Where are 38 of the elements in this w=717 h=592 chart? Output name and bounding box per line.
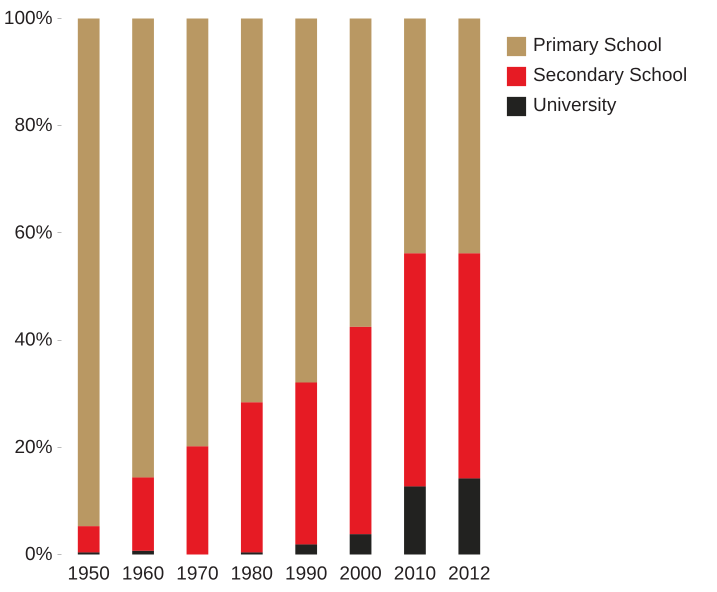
y-tick-label: 80% <box>14 115 53 136</box>
bar <box>132 477 154 551</box>
bar <box>458 253 480 478</box>
legend-label: Secondary School <box>533 65 688 87</box>
x-tick-label: 2012 <box>448 564 490 584</box>
bar <box>350 534 372 554</box>
bar <box>295 544 318 554</box>
bar <box>404 486 426 554</box>
bar <box>132 18 154 478</box>
y-tick-label: 40% <box>14 330 53 351</box>
bar <box>295 382 318 544</box>
bar <box>240 18 263 402</box>
legend-label: Primary School <box>533 35 662 57</box>
y-tick-label: 20% <box>14 436 53 458</box>
bar <box>132 550 154 554</box>
bar <box>186 446 208 554</box>
bar <box>350 326 372 534</box>
x-tick-label: 1970 <box>176 564 219 584</box>
bar <box>295 18 318 382</box>
x-tick-label: 1990 <box>285 564 328 584</box>
bar <box>350 18 372 327</box>
x-tick-label: 1960 <box>122 564 164 584</box>
bar <box>458 478 480 554</box>
legend-label: University <box>533 95 616 117</box>
x-tick-label: 2000 <box>339 564 382 584</box>
x-tick-label: 2010 <box>394 564 436 584</box>
bar <box>186 18 208 446</box>
bar <box>240 402 263 552</box>
y-tick-label: 100% <box>4 8 53 29</box>
bar <box>78 526 100 552</box>
bar <box>78 18 100 526</box>
x-tick-label: 1950 <box>68 564 110 584</box>
bar <box>458 18 480 254</box>
y-tick-label: 0% <box>25 544 53 565</box>
y-tick-label: 60% <box>14 222 53 244</box>
x-tick-label: 1980 <box>230 564 273 584</box>
bar <box>404 253 426 486</box>
bar <box>404 18 426 254</box>
